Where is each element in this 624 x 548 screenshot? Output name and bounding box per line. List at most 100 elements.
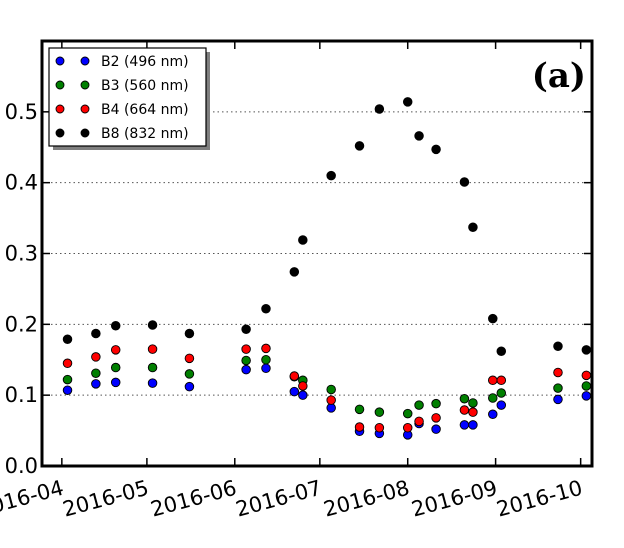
data-point [62,374,73,385]
legend-marker [80,56,90,66]
legend-item: B4 (664 nm) [55,102,189,118]
data-point [184,369,195,379]
data-point [241,364,251,375]
x-tick-label: 2016-05 [60,476,151,522]
data-point [298,235,308,245]
data-point [110,321,121,331]
data-point [147,378,158,388]
legend: B2 (496 nm) B3 (560 nm) B4 (664 nm) B8 (832… [48,47,210,150]
data-point [261,304,271,314]
data-point [468,222,478,233]
y-tick-label: 0.5 [5,100,38,124]
series-3 [62,343,592,433]
data-point [459,177,470,187]
data-point [147,344,158,354]
data-point [184,381,195,392]
x-tick-label: 2016-04 [0,476,66,522]
data-point [289,267,300,277]
data-point [147,320,158,330]
legend-marker [55,104,65,114]
data-point [496,388,507,398]
legend-marker [80,128,90,138]
data-point [261,343,271,354]
data-point [110,377,121,388]
x-tick-label: 2016-06 [148,476,239,522]
data-point [488,393,498,403]
x-tick-label: 2016-10 [494,476,585,522]
legend-label: B8 (832 nm) [101,126,189,142]
data-point [468,398,478,408]
data-point [91,328,101,339]
data-point [184,353,195,364]
data-point [261,355,271,365]
data-point [581,345,592,355]
data-point [241,344,251,354]
data-point [289,371,300,381]
legend-item: B8 (832 nm) [55,126,189,142]
data-point [459,393,470,404]
legend-marker [80,104,90,114]
data-point [468,420,478,430]
legend-label: B3 (560 nm) [101,78,189,94]
data-point [241,324,251,335]
data-points [62,97,592,440]
legend-marker [80,80,90,90]
data-point [62,385,73,395]
data-point [354,404,365,415]
data-point [553,394,563,405]
data-point [553,341,563,352]
data-point [496,375,507,386]
data-point [261,363,271,374]
y-tick-label: 0.3 [5,242,38,266]
data-point [431,144,441,155]
data-point [431,424,441,434]
data-point [431,413,441,423]
data-point [581,370,592,381]
data-point [326,384,336,395]
data-point [91,379,101,389]
legend-box [48,47,207,147]
data-point [326,403,336,413]
data-point [468,407,478,417]
data-point [496,346,507,357]
y-tick-label: 0.0 [5,454,38,478]
x-tick-label: 2016-07 [233,476,324,522]
legend-marker [55,56,65,66]
data-point [298,390,308,400]
data-point [354,422,365,432]
legend-items: B2 (496 nm) B3 (560 nm) B4 (664 nm) B8 (832… [55,54,189,142]
data-point [459,405,470,415]
data-point [431,398,441,409]
data-point [488,375,498,386]
y-tick-label: 0.4 [5,171,38,195]
data-point [110,345,121,355]
data-point [184,328,195,339]
data-point [459,420,470,430]
grid-lines [42,111,592,396]
legend-item: B2 (496 nm) [55,54,189,70]
data-point [402,423,413,433]
data-point [326,395,336,405]
data-point [62,358,73,369]
legend-item: B3 (560 nm) [55,78,189,94]
y-tick-label: 0.2 [5,312,38,336]
data-point [62,334,73,344]
legend-label: B4 (664 nm) [101,102,189,118]
legend-label: B2 (496 nm) [101,54,189,70]
data-point [374,423,385,433]
data-point [402,408,413,419]
panel-label: (a) [532,56,586,96]
data-point [414,131,424,141]
legend-marker [55,128,65,138]
series-4 [62,97,592,357]
y-tick-label: 0.1 [5,383,38,407]
data-point [374,104,385,114]
data-point [414,400,424,410]
data-point [553,367,563,378]
x-tick-label: 2016-09 [409,476,500,522]
data-point [374,407,385,417]
data-point [289,386,300,397]
data-point [147,362,158,373]
data-point [91,352,101,362]
